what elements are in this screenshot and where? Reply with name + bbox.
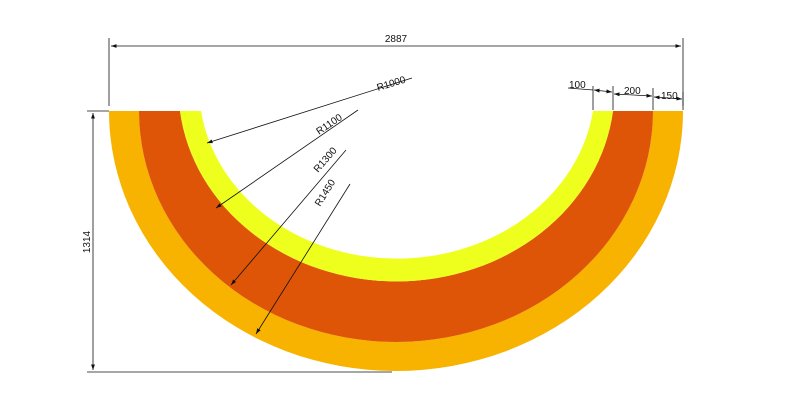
- height-dimension: 1314: [82, 110, 392, 373]
- radius-label-1300: R1300: [312, 145, 340, 175]
- radius-label-1450: R1450: [313, 177, 338, 208]
- inner-band: [180, 111, 613, 282]
- middle-band: [139, 111, 653, 342]
- band-width-label-middle: 200: [624, 86, 641, 97]
- radius-label-1000: R1000: [376, 75, 408, 94]
- band-width-label-inner: 100: [569, 80, 586, 91]
- overall-width-label: 2887: [385, 34, 408, 45]
- band-width-label-outer: 150: [661, 91, 678, 102]
- outer-band: [109, 111, 683, 371]
- height-label: 1314: [82, 230, 93, 253]
- overall-width-dimension: 2887: [108, 34, 684, 106]
- band-width-dimensions: 100 200 150: [567, 80, 684, 110]
- radius-label-1100: R1100: [315, 112, 345, 137]
